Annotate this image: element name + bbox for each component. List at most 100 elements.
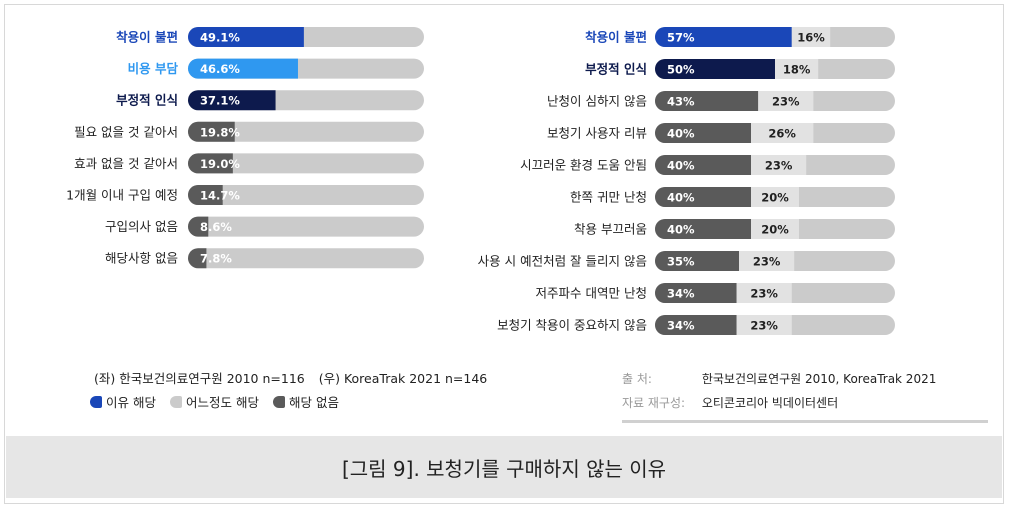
right-bar-secondary-label: 23% xyxy=(750,287,778,301)
legend-swatch-partial xyxy=(169,395,182,408)
right-bar-secondary xyxy=(736,283,792,303)
right-category-label: 저주파수 대역만 난청 xyxy=(536,286,647,301)
right-bar-primary xyxy=(655,59,775,79)
right-bar-primary-label: 34% xyxy=(667,319,695,333)
right-bar-secondary xyxy=(775,59,819,79)
right-bar-secondary xyxy=(751,155,807,175)
left-bar-value-label: 49.1% xyxy=(200,31,240,45)
right-category-label: 보청기 사용자 리뷰 xyxy=(547,126,647,141)
right-bar-primary-label: 40% xyxy=(667,127,695,141)
right-bar-primary xyxy=(655,27,792,47)
left-bar xyxy=(188,121,235,142)
left-bar xyxy=(188,185,223,205)
left-bar-value-label: 37.1% xyxy=(200,94,240,108)
left-bar-track xyxy=(188,153,424,174)
right-bar-primary-label: 50% xyxy=(667,63,695,77)
legend-item-reason: 이유 해당 xyxy=(90,392,156,411)
right-bar-primary-label: 40% xyxy=(667,159,695,173)
figure-caption: [그림 9]. 보청기를 구매하지 않는 이유 xyxy=(6,436,1002,498)
right-bar-primary xyxy=(655,123,751,143)
right-bar-primary xyxy=(655,187,751,207)
left-category-label: 필요 없을 것 같아서 xyxy=(74,124,178,139)
left-bar xyxy=(188,27,304,47)
right-category-label: 시끄러운 환경 도움 안됨 xyxy=(520,158,647,173)
note-right: (우) KoreaTrak 2021 n=146 xyxy=(318,371,488,386)
right-bar-primary-label: 34% xyxy=(667,287,695,301)
legend-swatch-na xyxy=(272,395,285,408)
right-bar-primary xyxy=(655,155,751,175)
right-category-label: 보청기 착용이 중요하지 않음 xyxy=(497,318,647,333)
right-bar-primary xyxy=(655,283,737,303)
right-bar-secondary-label: 16% xyxy=(797,31,825,45)
right-bar-secondary xyxy=(751,219,799,239)
left-category-label: 비용 부담 xyxy=(128,61,179,76)
left-category-label: 구입의사 없음 xyxy=(105,219,178,234)
left-bar-track xyxy=(188,216,424,237)
left-bar xyxy=(188,58,298,79)
left-category-label: 부정적 인식 xyxy=(116,93,178,108)
left-bar-value-label: 19.0% xyxy=(200,157,240,171)
source-value-2: 오티콘코리아 빅데이터센터 xyxy=(701,396,839,410)
source-value-1: 한국보건의료연구원 2010, KoreaTrak 2021 xyxy=(701,372,937,386)
right-bar-secondary xyxy=(758,91,814,111)
right-category-label: 난청이 심하지 않음 xyxy=(547,94,647,109)
sample-note: (좌) 한국보건의료연구원 2010 n=116 (우) KoreaTrak 2… xyxy=(94,368,497,387)
left-category-label: 1개월 이내 구입 예정 xyxy=(66,188,178,203)
left-bar-value-label: 46.6% xyxy=(200,62,240,76)
right-bar-secondary xyxy=(736,315,792,335)
left-bar xyxy=(188,90,276,111)
left-category-label: 효과 없을 것 같아서 xyxy=(74,156,178,171)
left-category-label: 착용이 불편 xyxy=(116,30,178,45)
source-label-1: 출 처: xyxy=(622,372,652,386)
legend-swatch-reason xyxy=(90,395,102,408)
right-bar-secondary xyxy=(751,187,799,207)
right-bar-secondary-label: 26% xyxy=(768,127,796,141)
left-bar-value-label: 19.8% xyxy=(200,125,240,139)
right-bar-primary-label: 40% xyxy=(667,191,695,205)
right-category-label: 착용이 불편 xyxy=(585,30,647,45)
left-bar xyxy=(188,248,207,269)
right-bar-primary-label: 57% xyxy=(667,31,695,45)
right-bar-primary xyxy=(655,219,751,239)
right-category-label: 부정적 인식 xyxy=(585,62,647,77)
right-bar-secondary-label: 18% xyxy=(783,63,811,77)
note-left: (좌) 한국보건의료연구원 2010 n=116 xyxy=(94,371,305,386)
left-bar-track xyxy=(188,121,424,142)
legend-label-reason: 이유 해당 xyxy=(106,395,156,410)
right-bar-primary xyxy=(655,251,739,271)
legend-label-partial: 어느정도 해당 xyxy=(185,395,259,410)
right-bar-primary xyxy=(655,91,759,111)
left-bar-value-label: 7.8% xyxy=(200,252,232,266)
right-bar-primary-label: 40% xyxy=(667,223,695,237)
source-line-2: 자료 재구성: 오티콘코리아 빅데이터센터 xyxy=(622,394,838,411)
legend-label-na: 해당 없음 xyxy=(288,395,339,410)
left-category-label: 해당사항 없음 xyxy=(105,251,178,266)
right-bar-secondary-label: 23% xyxy=(765,159,793,173)
right-category-label: 착용 부끄러움 xyxy=(574,222,647,237)
legend-item-partial: 어느정도 해당 xyxy=(169,392,259,411)
left-bar xyxy=(188,153,233,174)
left-bar-track xyxy=(188,185,424,205)
source-label-2: 자료 재구성: xyxy=(622,396,686,410)
right-bar-secondary-label: 23% xyxy=(753,255,781,269)
source-divider xyxy=(622,420,988,423)
right-bar-secondary-label: 20% xyxy=(761,191,789,205)
source-line-1: 출 처: 한국보건의료연구원 2010, KoreaTrak 2021 xyxy=(622,370,936,387)
right-bar-secondary-label: 23% xyxy=(772,95,800,109)
right-bar-secondary xyxy=(791,27,831,47)
figure-frame xyxy=(4,4,1004,504)
left-bar xyxy=(188,216,209,237)
right-bar-secondary xyxy=(739,251,795,271)
left-bar-value-label: 14.7% xyxy=(200,189,240,203)
right-category-label: 한쪽 귀만 난청 xyxy=(570,190,647,205)
right-bar-secondary-label: 20% xyxy=(761,223,789,237)
right-bar-primary-label: 35% xyxy=(667,255,695,269)
left-bar-value-label: 8.6% xyxy=(200,220,232,234)
right-bar-primary xyxy=(655,315,737,335)
right-bar-secondary xyxy=(751,123,814,143)
right-bar-primary-label: 43% xyxy=(667,95,695,109)
right-bar-secondary-label: 23% xyxy=(750,319,778,333)
legend: 이유 해당 어느정도 해당 해당 없음 xyxy=(90,392,353,411)
legend-item-na: 해당 없음 xyxy=(272,392,339,411)
